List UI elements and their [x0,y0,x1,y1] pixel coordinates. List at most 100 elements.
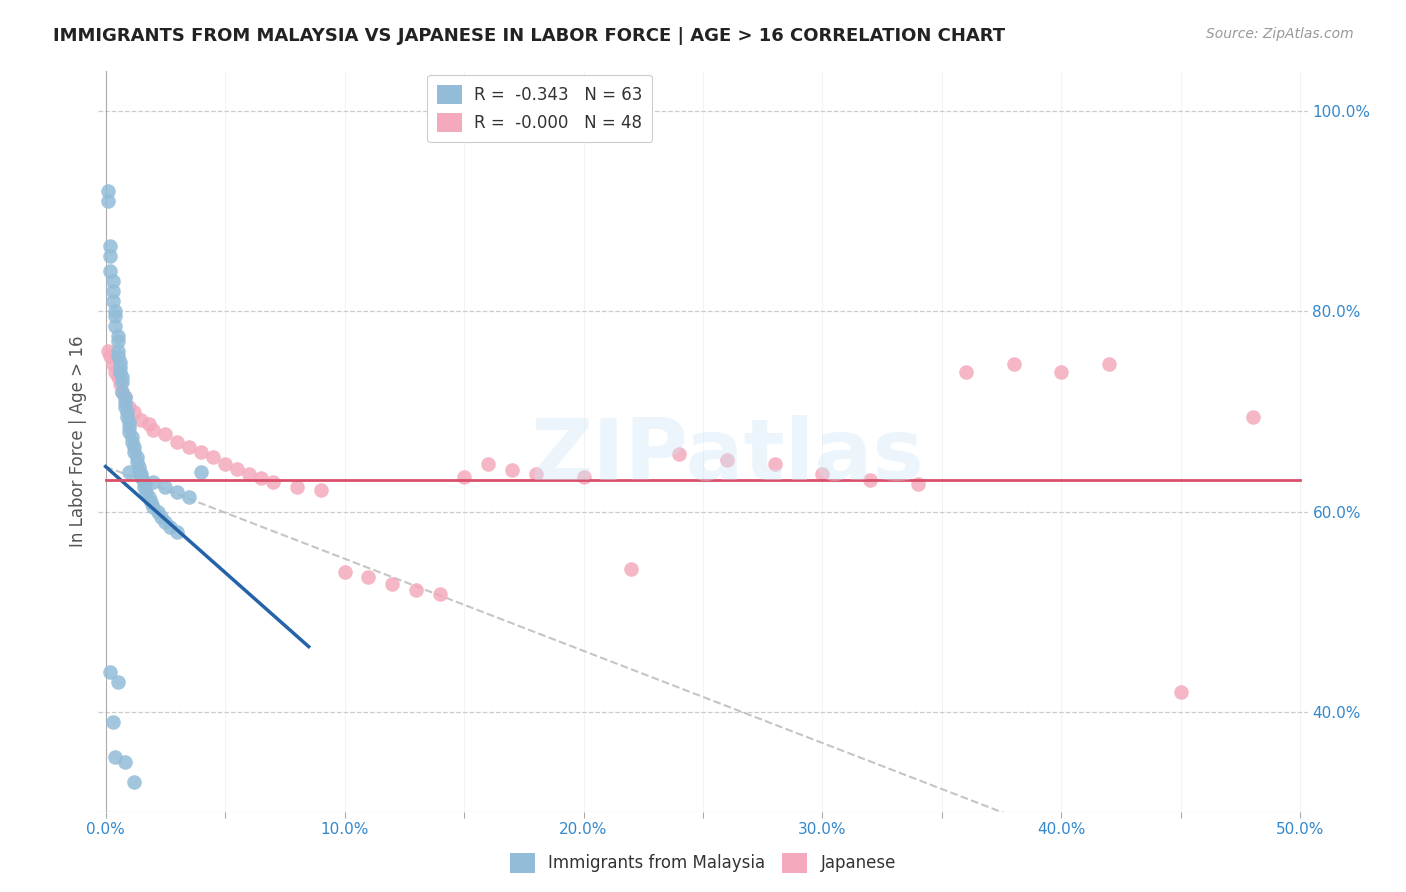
Point [122,444,145,458]
Point [122,774,145,789]
Point [453,469,475,483]
Y-axis label: In Labor Force | Age > 16: In Labor Force | Age > 16 [69,335,87,548]
Point [125,454,148,468]
Point [114,755,136,769]
Point [202,450,225,464]
Point [101,275,124,289]
Point [107,350,129,364]
Point [107,334,129,349]
Point [477,457,499,471]
Point [115,404,138,418]
Point [128,465,150,479]
Point [132,479,155,493]
Point [190,465,212,479]
Point [108,354,131,368]
Point [97,344,120,359]
Point [108,364,131,378]
Point [131,467,153,481]
Text: IMMIGRANTS FROM MALAYSIA VS JAPANESE IN LABOR FORCE | AGE > 16 CORRELATION CHART: IMMIGRANTS FROM MALAYSIA VS JAPANESE IN … [53,27,1005,45]
Legend: Immigrants from Malaysia, Japanese: Immigrants from Malaysia, Japanese [503,847,903,880]
Point [111,384,134,399]
Point [98,250,121,264]
Point [179,440,201,454]
Point [166,524,188,539]
Point [104,364,127,378]
Point [114,400,136,414]
Point [98,665,121,679]
Point [111,384,134,399]
Point [405,582,427,597]
Point [179,490,201,504]
Point [121,434,143,449]
Point [262,475,284,489]
Point [111,375,134,389]
Point [1170,684,1192,698]
Point [309,483,332,497]
Point [620,561,643,575]
Point [142,423,165,437]
Point [142,475,165,489]
Point [166,434,188,449]
Point [107,344,129,359]
Point [122,404,145,418]
Point [98,239,121,253]
Point [381,576,404,591]
Point [524,467,547,481]
Point [159,519,181,533]
Point [118,465,141,479]
Point [357,569,380,583]
Text: ZIPatlas: ZIPatlas [530,415,924,498]
Point [1002,357,1025,371]
Point [572,469,595,483]
Point [104,749,127,764]
Point [118,419,141,434]
Point [97,185,120,199]
Point [135,484,157,499]
Point [763,457,786,471]
Point [125,450,148,464]
Text: Source: ZipAtlas.com: Source: ZipAtlas.com [1206,27,1354,41]
Point [155,479,177,493]
Point [101,714,124,729]
Point [1098,357,1121,371]
Point [190,444,212,458]
Point [131,412,153,426]
Point [101,357,124,371]
Point [138,490,160,504]
Point [146,505,169,519]
Point [108,376,131,391]
Point [107,674,129,689]
Point [101,285,124,299]
Point [122,440,145,454]
Point [1241,409,1264,424]
Point [114,394,136,409]
Point [104,319,127,334]
Point [859,473,882,487]
Point [104,304,127,318]
Point [107,369,129,384]
Point [111,369,134,384]
Point [118,415,141,429]
Point [101,294,124,309]
Point [668,446,690,460]
Legend: R =  -0.343   N = 63, R =  -0.000   N = 48: R = -0.343 N = 63, R = -0.000 N = 48 [427,75,652,142]
Point [138,417,160,431]
Point [214,457,236,471]
Point [128,459,150,474]
Point [115,409,138,424]
Point [142,500,165,514]
Point [238,467,260,481]
Point [811,467,834,481]
Point [155,426,177,441]
Point [501,462,523,476]
Point [149,509,172,524]
Point [139,494,162,508]
Point [114,390,136,404]
Point [250,470,273,484]
Point [114,390,136,404]
Point [226,461,249,475]
Point [97,194,120,209]
Point [907,476,929,491]
Point [107,329,129,343]
Point [118,400,141,414]
